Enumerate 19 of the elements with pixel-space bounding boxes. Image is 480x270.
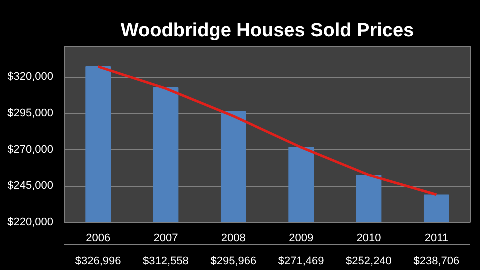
y-tick-label: $295,000: [8, 107, 54, 120]
y-tick-label: $270,000: [8, 144, 54, 156]
x-tick-label: 2011: [424, 232, 448, 244]
chart-title: Woodbridge Houses Sold Prices: [120, 20, 414, 42]
data-label: $326,996: [75, 256, 122, 268]
x-tick-label: 2007: [154, 232, 178, 244]
y-tick-label: $245,000: [8, 180, 54, 192]
data-label: $252,240: [346, 256, 392, 268]
line-series: [97, 66, 438, 196]
data-label: $312,558: [143, 256, 189, 268]
x-tick-label: 2010: [356, 232, 382, 244]
y-tick-label: $220,000: [8, 216, 54, 228]
x-tick-label: 2008: [221, 232, 246, 244]
x-tick-label: 2009: [289, 232, 314, 244]
data-label: $271,469: [278, 256, 324, 268]
data-label: $238,706: [414, 256, 460, 268]
data-label: $295,966: [210, 256, 257, 268]
x-tick-label: 2006: [86, 232, 111, 244]
y-tick-label: $320,000: [8, 71, 54, 84]
